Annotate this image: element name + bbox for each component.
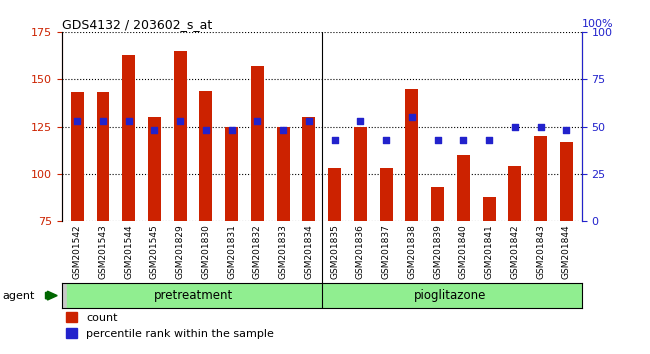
Text: GSM201829: GSM201829 bbox=[176, 224, 185, 279]
Point bbox=[458, 137, 469, 143]
Text: 100%: 100% bbox=[582, 19, 614, 29]
Point bbox=[407, 114, 417, 120]
Text: GSM201843: GSM201843 bbox=[536, 224, 545, 279]
Text: GSM201543: GSM201543 bbox=[98, 224, 107, 279]
Text: GSM201834: GSM201834 bbox=[304, 224, 313, 279]
Point bbox=[330, 137, 340, 143]
Point bbox=[175, 118, 185, 124]
Text: agent: agent bbox=[2, 291, 34, 301]
Bar bbox=[431, 187, 444, 221]
Bar bbox=[277, 127, 289, 221]
Text: GSM201841: GSM201841 bbox=[485, 224, 493, 279]
Text: GSM201835: GSM201835 bbox=[330, 224, 339, 279]
Text: GSM201831: GSM201831 bbox=[227, 224, 236, 279]
Text: pretreatment: pretreatment bbox=[153, 289, 233, 302]
Point bbox=[278, 127, 289, 133]
Text: GSM201838: GSM201838 bbox=[408, 224, 417, 279]
Text: GSM201840: GSM201840 bbox=[459, 224, 468, 279]
Point bbox=[304, 118, 314, 124]
Bar bbox=[457, 155, 470, 221]
Bar bbox=[508, 166, 521, 221]
Text: GSM201844: GSM201844 bbox=[562, 224, 571, 279]
Text: GSM201842: GSM201842 bbox=[510, 224, 519, 279]
Point bbox=[201, 127, 211, 133]
Bar bbox=[354, 127, 367, 221]
Bar bbox=[328, 168, 341, 221]
Text: GSM201839: GSM201839 bbox=[433, 224, 442, 279]
Bar bbox=[200, 91, 213, 221]
Bar bbox=[251, 66, 264, 221]
Point bbox=[252, 118, 263, 124]
Bar bbox=[483, 196, 495, 221]
Text: GSM201833: GSM201833 bbox=[279, 224, 288, 279]
Point bbox=[536, 124, 546, 130]
Bar bbox=[225, 127, 238, 221]
Text: GSM201837: GSM201837 bbox=[382, 224, 391, 279]
Point bbox=[484, 137, 494, 143]
Point bbox=[150, 127, 160, 133]
Point bbox=[561, 127, 571, 133]
Point bbox=[72, 118, 83, 124]
Point bbox=[226, 127, 237, 133]
Point bbox=[381, 137, 391, 143]
Bar bbox=[122, 55, 135, 221]
Bar bbox=[96, 92, 109, 221]
Text: GSM201832: GSM201832 bbox=[253, 224, 262, 279]
Text: GSM201830: GSM201830 bbox=[202, 224, 211, 279]
Text: GSM201545: GSM201545 bbox=[150, 224, 159, 279]
Text: GDS4132 / 203602_s_at: GDS4132 / 203602_s_at bbox=[62, 18, 212, 31]
Point bbox=[98, 118, 108, 124]
Point bbox=[355, 118, 365, 124]
Legend: count, percentile rank within the sample: count, percentile rank within the sample bbox=[62, 308, 278, 343]
Bar bbox=[71, 92, 84, 221]
Bar bbox=[534, 136, 547, 221]
Bar bbox=[67, 283, 322, 308]
Bar bbox=[174, 51, 187, 221]
Bar bbox=[406, 89, 419, 221]
Point bbox=[510, 124, 520, 130]
Text: GSM201544: GSM201544 bbox=[124, 224, 133, 279]
Bar bbox=[322, 283, 582, 308]
Text: pioglitazone: pioglitazone bbox=[414, 289, 487, 302]
Point bbox=[124, 118, 134, 124]
Bar bbox=[302, 117, 315, 221]
Bar bbox=[560, 142, 573, 221]
Bar bbox=[148, 117, 161, 221]
Point bbox=[432, 137, 443, 143]
Text: GSM201836: GSM201836 bbox=[356, 224, 365, 279]
Text: GSM201542: GSM201542 bbox=[73, 224, 82, 279]
Bar bbox=[380, 168, 393, 221]
